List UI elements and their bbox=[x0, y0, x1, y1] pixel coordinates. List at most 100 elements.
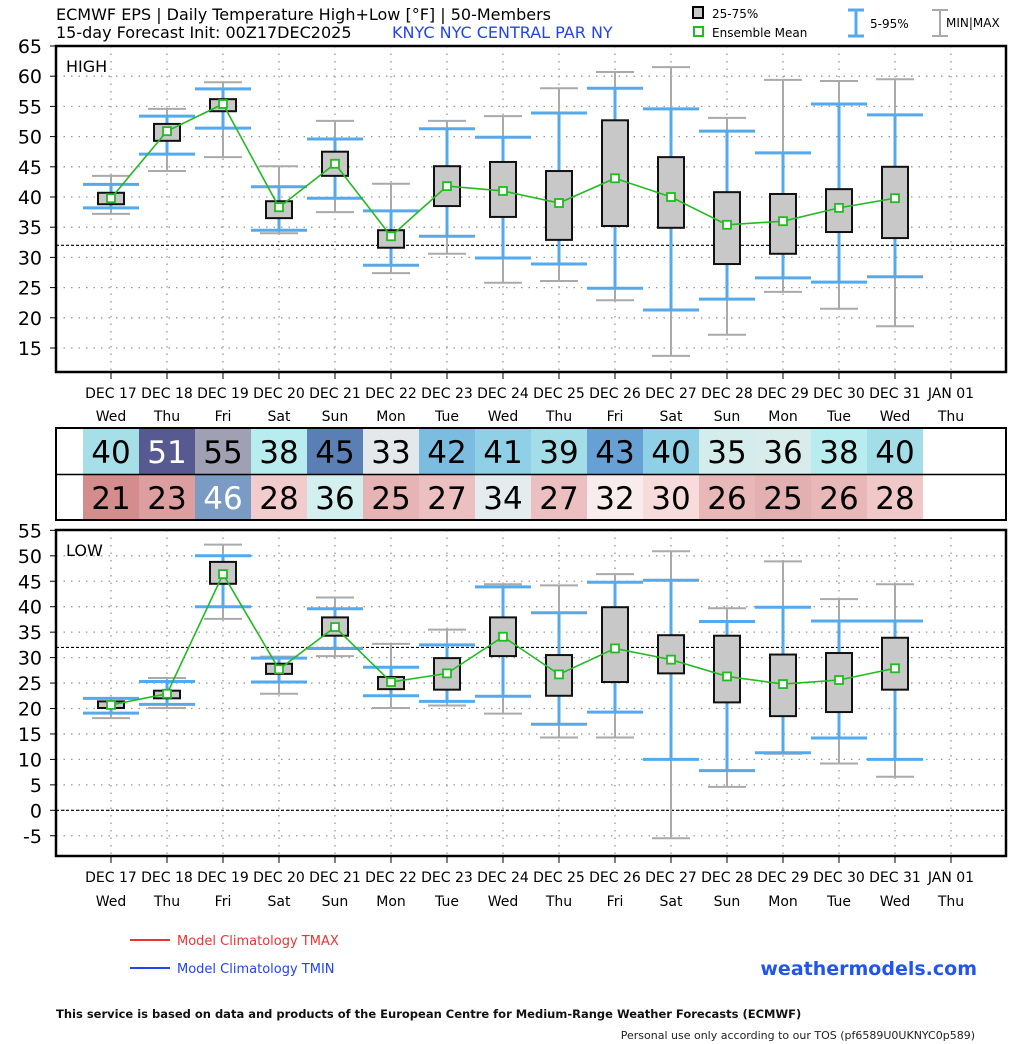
x-tick-date: DEC 26 bbox=[589, 386, 641, 402]
table-value-high: 55 bbox=[203, 435, 242, 471]
table-cell-high bbox=[363, 429, 419, 474]
iqr-box bbox=[769, 653, 797, 718]
y-tick-label: 55 bbox=[18, 520, 42, 542]
ensemble-mean-marker bbox=[554, 669, 564, 680]
box-legend-label: 25-75% bbox=[712, 7, 758, 21]
table-value-low: 46 bbox=[203, 481, 242, 517]
x-tick-weekday: Sun bbox=[322, 409, 349, 425]
ensemble-mean-marker bbox=[834, 202, 844, 213]
x-tick-weekday: Sun bbox=[322, 894, 349, 910]
table-cell-high bbox=[755, 429, 811, 474]
iqr-box bbox=[489, 616, 517, 658]
x-tick-date: DEC 29 bbox=[757, 870, 809, 886]
x-tick-weekday: Sat bbox=[268, 409, 291, 425]
y-tick-label: 10 bbox=[18, 749, 42, 771]
ensemble-mean-marker bbox=[386, 677, 396, 687]
table-value-low: 21 bbox=[91, 481, 130, 517]
table-value-low: 27 bbox=[427, 481, 466, 517]
ensemble-mean-marker bbox=[498, 631, 508, 642]
y-tick-label: 45 bbox=[18, 571, 42, 593]
x-tick-weekday: Thu bbox=[545, 894, 572, 910]
x-tick-date: DEC 20 bbox=[253, 870, 305, 886]
table-cell-low bbox=[307, 475, 363, 520]
x-tick-weekday: Sat bbox=[268, 894, 291, 910]
p5-95-legend-label: 5-95% bbox=[870, 17, 909, 31]
brand-link[interactable]: weathermodels.com bbox=[760, 958, 977, 980]
x-tick-weekday: Sat bbox=[660, 894, 683, 910]
panel-title: HIGH bbox=[66, 57, 107, 76]
x-tick-date: DEC 18 bbox=[141, 386, 193, 402]
x-tick-weekday: Wed bbox=[488, 894, 519, 910]
x-tick-date: DEC 23 bbox=[421, 386, 473, 402]
table-value-high: 45 bbox=[315, 435, 354, 471]
footer-tos: Personal use only according to our TOS (… bbox=[621, 1029, 975, 1042]
x-tick-weekday: Tue bbox=[434, 409, 459, 425]
y-tick-label: 15 bbox=[18, 724, 42, 746]
x-tick-weekday: Wed bbox=[488, 409, 519, 425]
table-value-low: 28 bbox=[259, 481, 298, 517]
x-tick-date: DEC 21 bbox=[309, 386, 361, 402]
table-value-high: 42 bbox=[427, 435, 466, 471]
table-value-high: 41 bbox=[483, 435, 522, 471]
p5-95-legend-icon bbox=[848, 8, 864, 38]
x-tick-date: DEC 22 bbox=[365, 386, 417, 402]
table-value-high: 51 bbox=[147, 435, 186, 471]
x-tick-date: DEC 31 bbox=[869, 386, 921, 402]
table-cell-high bbox=[251, 429, 307, 474]
table-value-high: 36 bbox=[763, 435, 802, 471]
mean-legend-icon bbox=[693, 26, 704, 37]
x-tick-date: DEC 28 bbox=[701, 870, 753, 886]
ensemble-mean-marker bbox=[610, 643, 620, 654]
iqr-box bbox=[601, 119, 629, 227]
x-tick-weekday: Mon bbox=[376, 409, 406, 425]
x-tick-date: DEC 23 bbox=[421, 870, 473, 886]
iqr-box bbox=[433, 657, 461, 691]
table-cell-high bbox=[811, 429, 867, 474]
x-tick-date: DEC 19 bbox=[197, 386, 249, 402]
ensemble-mean-marker bbox=[610, 173, 620, 184]
tmax-legend-label: Model Climatology TMAX bbox=[177, 934, 339, 949]
x-tick-date: JAN 01 bbox=[927, 870, 974, 886]
table-value-low: 25 bbox=[371, 481, 410, 517]
x-tick-date: DEC 18 bbox=[141, 870, 193, 886]
table-cell-low bbox=[755, 475, 811, 520]
table-value-high: 33 bbox=[371, 435, 410, 471]
ensemble-mean-marker bbox=[778, 679, 788, 689]
ensemble-mean-marker bbox=[834, 675, 844, 685]
x-tick-date: DEC 27 bbox=[645, 386, 697, 402]
x-tick-weekday: Fri bbox=[607, 894, 624, 910]
minmax-legend-label: MIN|MAX bbox=[946, 16, 1000, 30]
x-tick-weekday: Wed bbox=[880, 894, 911, 910]
chart-title: ECMWF EPS | Daily Temperature High+Low [… bbox=[56, 5, 551, 24]
y-tick-label: 35 bbox=[18, 622, 42, 644]
box-whisker-dec-27 bbox=[643, 550, 699, 840]
table-value-high: 38 bbox=[819, 435, 858, 471]
high-temperature-panel: 15 20 25 30 35 40 45 50 55 60 65 DEC 17 Wed DEC 18 Thu… bbox=[18, 36, 1008, 425]
x-tick-date: DEC 24 bbox=[477, 870, 529, 886]
x-tick-date: DEC 31 bbox=[869, 870, 921, 886]
box-whisker-dec-27 bbox=[643, 66, 699, 357]
table-value-low: 30 bbox=[651, 481, 690, 517]
ensemble-mean-marker bbox=[162, 126, 172, 137]
x-tick-date: DEC 30 bbox=[813, 386, 865, 402]
table-value-low: 32 bbox=[595, 481, 634, 517]
y-tick-label: 25 bbox=[18, 673, 42, 695]
ensemble-mean-marker bbox=[498, 186, 508, 196]
ensemble-mean-marker bbox=[778, 216, 788, 227]
table-cell-low bbox=[699, 475, 755, 520]
x-tick-date: DEC 25 bbox=[533, 386, 585, 402]
table-cell-low bbox=[83, 475, 139, 520]
table-value-high: 40 bbox=[651, 435, 690, 471]
box-legend-icon bbox=[692, 6, 704, 19]
table-cell-low bbox=[531, 475, 587, 520]
y-tick-label: 25 bbox=[18, 278, 42, 300]
y-tick-label: 30 bbox=[18, 648, 42, 670]
table-cell-low bbox=[811, 475, 867, 520]
station-label: KNYC NYC CENTRAL PAR NY bbox=[392, 23, 613, 42]
y-tick-label: 0 bbox=[30, 800, 42, 822]
x-tick-date: DEC 20 bbox=[253, 386, 305, 402]
box-whisker-dec-24 bbox=[475, 583, 531, 715]
y-tick-label: 40 bbox=[18, 597, 42, 619]
y-tick-label: -5 bbox=[23, 826, 42, 848]
x-tick-date: JAN 01 bbox=[927, 386, 974, 402]
